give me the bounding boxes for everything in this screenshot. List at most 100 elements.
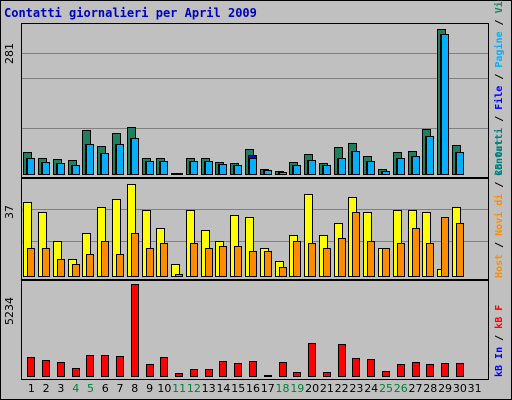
pages-bar-day-10	[160, 161, 169, 175]
x-tick-label: 21	[319, 382, 334, 395]
x-tick-label: 14	[216, 382, 231, 395]
pages-bar-day-11	[175, 172, 184, 175]
pages-bar-day-19	[293, 165, 302, 175]
kbytes-out-bar-day-15	[234, 245, 243, 277]
legend-separator: /	[494, 235, 505, 254]
kbytes-bar-day-19	[293, 371, 302, 377]
x-tick-label: 1	[27, 382, 35, 395]
kbytes-out-bar-day-28	[426, 243, 435, 277]
legend-separator: /	[494, 328, 505, 347]
pages-bar-day-12	[189, 161, 198, 175]
pages-bar-day-9	[145, 161, 154, 175]
kbytes-bar-day-14	[219, 360, 228, 377]
kbytes-out-bar-day-13	[204, 248, 213, 277]
kbytes-bar-day-8	[130, 283, 139, 377]
kbytes-bar-day-29	[441, 363, 450, 377]
chart-title: Contatti giornalieri per April 2009	[4, 6, 257, 20]
pages-bar-day-29	[441, 33, 450, 175]
pages-bar-day-8	[130, 137, 139, 175]
kbytes-bar-day-11	[175, 372, 184, 377]
x-tick-label: 20	[305, 382, 320, 395]
kbytes-bar-day-5	[86, 355, 95, 377]
x-tick-label: 27	[408, 382, 423, 395]
x-tick-label: 24	[364, 382, 379, 395]
x-tick-label: 26	[393, 382, 408, 395]
kbytes-out-bar-day-19	[293, 240, 302, 277]
kbytes-bar-day-30	[455, 362, 464, 377]
pages-bar-day-13	[204, 161, 213, 175]
kbytes-bar-day-20	[308, 342, 317, 377]
pages-bar-day-7	[116, 144, 125, 175]
kbytes-bar-day-12	[189, 369, 198, 377]
x-tick-label: 15	[231, 382, 246, 395]
legend-entry: Host	[494, 253, 505, 278]
kbytes-out-bar-day-3	[56, 258, 65, 277]
x-tick-label: 16	[246, 382, 260, 395]
gridline	[22, 78, 488, 79]
legend-entry: Pagine	[494, 31, 505, 68]
x-tick-label: 22	[334, 382, 349, 395]
pages-bar-day-18	[278, 171, 287, 175]
x-tick-label: 9	[146, 382, 154, 395]
kbytes-bar-day-3	[56, 361, 65, 377]
max-label-sites: 37	[3, 205, 16, 219]
pages-bar-day-5	[86, 144, 95, 175]
kbytes-out-bar-day-23	[352, 212, 361, 277]
gridline	[22, 128, 488, 129]
kbytes-out-bar-day-17	[263, 251, 272, 277]
kbytes-out-bar-day-20	[308, 243, 317, 277]
gridline	[22, 53, 488, 54]
x-tick-label: 25	[378, 382, 393, 395]
pages-bar-day-16	[249, 157, 257, 175]
kbytes-bar-day-17	[263, 375, 272, 378]
legend-separator: /	[494, 175, 505, 194]
gridline	[22, 241, 488, 242]
kbytes-bar-day-15	[234, 362, 243, 377]
kbytes-out-bar-day-26	[396, 243, 405, 277]
pages-bar-day-14	[219, 163, 228, 175]
kbytes-out-bar-day-8	[130, 232, 139, 277]
legend-entry: File	[494, 85, 505, 110]
x-tick-label: 7	[116, 382, 124, 395]
kbytes-bar-day-10	[160, 357, 169, 377]
max-label-kbytes: 5234	[3, 297, 16, 325]
kbytes-bar-day-13	[204, 368, 213, 377]
x-tick-label: 12	[186, 382, 201, 395]
kbytes-bar-day-6	[101, 355, 110, 377]
x-tick-label: 2	[42, 382, 50, 395]
kbytes-out-bar-day-18	[278, 266, 287, 277]
pages-bar-day-23	[352, 151, 361, 175]
x-tick-label: 31	[467, 382, 482, 395]
x-tick-label: 17	[260, 382, 275, 395]
x-tick-label: 29	[438, 382, 453, 395]
x-tick-label: 8	[131, 382, 139, 395]
kbytes-out-bar-day-29	[441, 217, 450, 277]
gridline	[22, 209, 488, 210]
pages-bar-day-27	[411, 156, 420, 175]
kbytes-bar-day-9	[145, 364, 154, 377]
x-tick-label: 5	[86, 382, 94, 395]
pages-bar-day-17	[263, 169, 272, 175]
x-tick-label: 4	[72, 382, 80, 395]
pages-bar-day-26	[396, 157, 405, 175]
pages-bar-day-15	[234, 165, 243, 175]
kbytes-bar-day-28	[426, 363, 435, 377]
legend-entry: Visite	[494, 0, 505, 13]
pages-bar-day-30	[455, 151, 464, 175]
x-tick-label: 3	[57, 382, 65, 395]
kbytes-out-bar-day-21	[322, 248, 331, 277]
kbytes-out-bar-day-2	[42, 248, 51, 277]
kbytes-out-bar-day-5	[86, 253, 95, 277]
pages-bar-day-1	[27, 158, 36, 175]
max-label-pages: 281	[3, 43, 16, 64]
pages-bar-day-25	[381, 170, 390, 175]
pages-bar-day-22	[337, 157, 346, 175]
legend-separator: /	[494, 67, 505, 86]
kbytes-out-bar-day-1	[27, 248, 36, 277]
x-tick-label: 6	[101, 382, 109, 395]
kbytes-out-bar-day-22	[337, 238, 346, 277]
pages-bar-day-28	[426, 136, 435, 175]
legend-kbytes: kB In / kB F	[494, 281, 508, 377]
kbytes-bar-day-7	[116, 356, 125, 377]
x-tick-label: 10	[157, 382, 172, 395]
